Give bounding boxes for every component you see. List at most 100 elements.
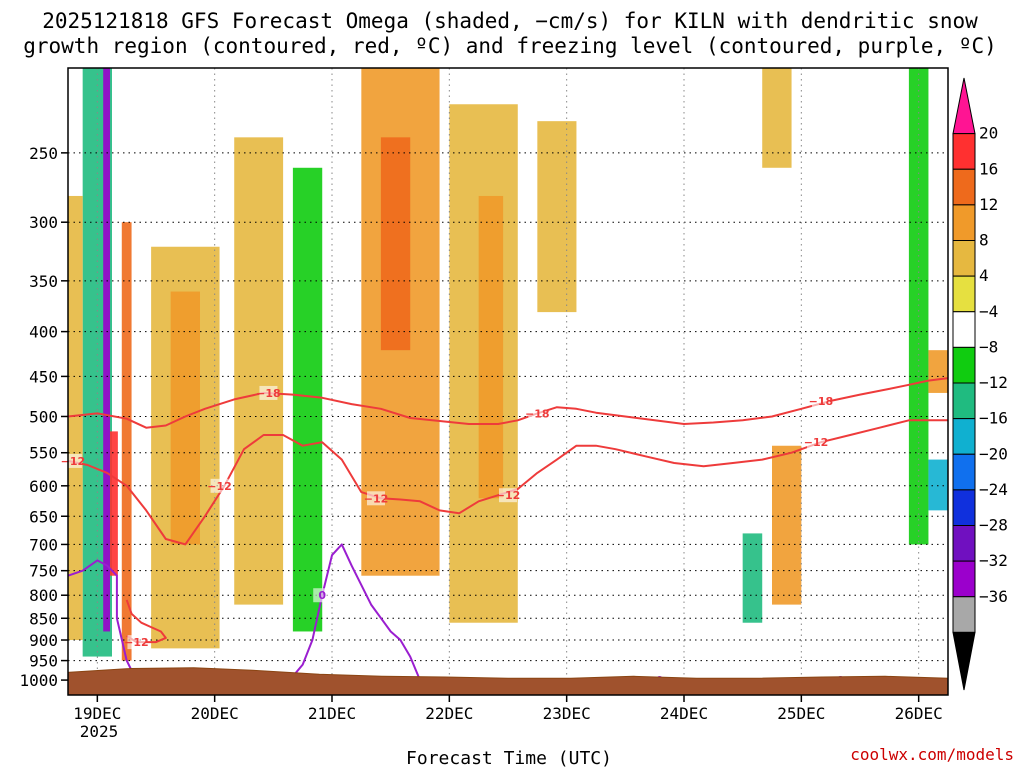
colorbar-label: −28 bbox=[979, 516, 1008, 535]
colorbar-label: −16 bbox=[979, 409, 1008, 428]
x-tick-label: 22DEC bbox=[425, 704, 473, 723]
y-tick-label: 550 bbox=[29, 444, 58, 463]
omega-region bbox=[703, 246, 733, 385]
colorbar-swatch bbox=[952, 204, 976, 241]
omega-region bbox=[380, 137, 411, 351]
contour-label-bg bbox=[127, 635, 146, 650]
y-tick-label: 950 bbox=[29, 652, 58, 671]
colorbar-swatch bbox=[952, 133, 976, 170]
colorbar-label: −20 bbox=[979, 444, 1008, 463]
y-tick-label: 750 bbox=[29, 562, 58, 581]
dendritic-contour-label: −12 bbox=[804, 436, 829, 449]
dendritic-contour-label: −18 bbox=[256, 387, 281, 400]
dendritic-contour-label: −12 bbox=[496, 489, 521, 502]
terrain-fill bbox=[67, 667, 949, 696]
colorbar-label: −24 bbox=[979, 480, 1008, 499]
colorbar-label: 12 bbox=[979, 195, 998, 214]
y-tick-label: 900 bbox=[29, 631, 58, 650]
colorbar-swatch bbox=[952, 382, 976, 420]
y-tick-label: 450 bbox=[29, 367, 58, 386]
y-tick-label: 650 bbox=[29, 507, 58, 526]
omega-region bbox=[742, 533, 763, 623]
grid-lines bbox=[68, 68, 948, 695]
x-tick-label: 19DEC bbox=[73, 704, 121, 723]
colorbar-label: −32 bbox=[979, 551, 1008, 570]
dendritic-contour-label: −12 bbox=[364, 492, 389, 505]
colorbar-swatch bbox=[952, 560, 976, 598]
contour-label-bg bbox=[313, 588, 332, 603]
colorbar-label: −36 bbox=[979, 587, 1008, 606]
y-tick-label: 350 bbox=[29, 272, 58, 291]
colorbar-top-arrow bbox=[952, 77, 976, 135]
omega-region bbox=[772, 445, 802, 605]
colorbar: 20 16 12 8 4 −4 −8 −12 −16 −20 −24 −28 −32 −36 bbox=[952, 77, 1008, 691]
omega-region bbox=[121, 222, 132, 661]
omega-region bbox=[234, 137, 284, 605]
x-tick-label: 20DEC bbox=[191, 704, 239, 723]
colorbar-bottom-arrow bbox=[952, 631, 976, 691]
omega-region bbox=[68, 195, 83, 641]
x-tick-label: 26DEC bbox=[895, 704, 943, 723]
x-axis-year-label: 2025 bbox=[80, 722, 119, 741]
omega-region bbox=[478, 195, 504, 499]
colorbar-swatch bbox=[952, 275, 976, 313]
x-axis: 19DEC 20DEC 21DEC 22DEC 23DEC 24DEC 25DEC 26DEC bbox=[73, 695, 943, 723]
x-tick-label: 24DEC bbox=[660, 704, 708, 723]
omega-region bbox=[537, 121, 577, 313]
y-tick-label: 1000 bbox=[19, 671, 58, 690]
colorbar-swatch bbox=[952, 453, 976, 491]
contour-label-bg bbox=[528, 406, 547, 421]
colorbar-label: 20 bbox=[979, 124, 998, 143]
colorbar-label: −4 bbox=[979, 302, 998, 321]
credit-text: coolwx.com/models bbox=[850, 745, 1014, 764]
x-axis-title: Forecast Time (UTC) bbox=[406, 748, 612, 768]
omega-shading-layer bbox=[68, 68, 948, 661]
x-tick-label: 23DEC bbox=[543, 704, 591, 723]
terrain-layer bbox=[67, 667, 949, 696]
colorbar-swatch bbox=[952, 489, 976, 526]
dendritic-contour bbox=[67, 377, 949, 429]
omega-region bbox=[605, 104, 636, 292]
omega-region bbox=[327, 104, 352, 545]
dendritic-contour bbox=[67, 419, 948, 546]
omega-region bbox=[928, 459, 948, 511]
y-tick-label: 850 bbox=[29, 609, 58, 628]
dendritic-contour-label: −12 bbox=[124, 636, 149, 649]
dendritic-contour-label: −18 bbox=[809, 395, 834, 408]
y-axis: 250 300 350 400 450 500 550 600 650 700 750 800 850 9… bbox=[19, 144, 68, 690]
contour-label-bg bbox=[259, 385, 278, 400]
y-tick-label: 250 bbox=[29, 144, 58, 163]
contour-label-bg bbox=[210, 478, 229, 493]
colorbar-swatch bbox=[952, 525, 976, 562]
y-tick-label: 500 bbox=[29, 407, 58, 426]
freezing-level-contour-label: 0 bbox=[318, 589, 326, 602]
omega-region bbox=[292, 167, 323, 632]
plot-area: −18−18−18−12−12−12−12−12−12000 bbox=[61, 67, 949, 696]
colorbar-swatch bbox=[952, 168, 976, 206]
colorbar-swatch bbox=[952, 346, 976, 384]
y-tick-label: 700 bbox=[29, 535, 58, 554]
colorbar-label: 16 bbox=[979, 159, 998, 178]
dendritic-contour-label: −12 bbox=[61, 455, 86, 468]
chart-title-line-1: 2025121818 GFS Forecast Omega (shaded, −… bbox=[42, 9, 978, 33]
colorbar-label: 4 bbox=[979, 266, 989, 285]
omega-region bbox=[110, 431, 118, 576]
contour-label-bg bbox=[499, 488, 517, 503]
omega-region bbox=[170, 291, 200, 545]
dendritic-contour-label: −12 bbox=[207, 480, 232, 493]
chart-title-line-2: growth region (contoured, red, ºC) and f… bbox=[23, 34, 997, 58]
omega-region bbox=[561, 485, 596, 623]
plot-frame bbox=[67, 67, 949, 696]
x-tick-label: 25DEC bbox=[777, 704, 825, 723]
colorbar-swatch bbox=[952, 418, 976, 455]
x-tick-label: 21DEC bbox=[308, 704, 356, 723]
contour-label-bg bbox=[367, 491, 385, 506]
colorbar-label: 8 bbox=[979, 231, 989, 250]
contour-label-bg bbox=[811, 393, 830, 408]
colorbar-label: −12 bbox=[979, 373, 1008, 392]
omega-region bbox=[103, 68, 111, 632]
y-tick-label: 800 bbox=[29, 586, 58, 605]
omega-region bbox=[762, 68, 792, 168]
omega-region bbox=[806, 68, 831, 556]
omega-region bbox=[136, 152, 147, 545]
